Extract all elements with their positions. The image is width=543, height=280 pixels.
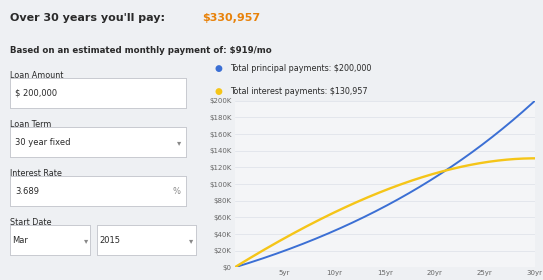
- Text: Start Date: Start Date: [10, 218, 51, 227]
- Text: ●: ●: [214, 87, 223, 96]
- Text: 30 year fixed: 30 year fixed: [15, 137, 71, 147]
- Text: 3.689: 3.689: [15, 186, 39, 196]
- Text: Based on an estimated monthly payment of: $919/mo: Based on an estimated monthly payment of…: [10, 46, 272, 55]
- Text: Over 30 years you'll pay:: Over 30 years you'll pay:: [10, 13, 169, 23]
- Text: Total principal payments: $200,000: Total principal payments: $200,000: [230, 64, 371, 73]
- Text: Total interest payments: $130,957: Total interest payments: $130,957: [230, 87, 367, 96]
- Text: Loan Amount: Loan Amount: [10, 71, 63, 80]
- Text: ▾: ▾: [176, 137, 181, 147]
- Text: 2015: 2015: [99, 235, 121, 245]
- Text: Mar: Mar: [12, 235, 28, 245]
- Text: ●: ●: [214, 64, 223, 73]
- Text: $330,957: $330,957: [202, 13, 260, 23]
- Text: %: %: [173, 186, 181, 196]
- Text: Interest Rate: Interest Rate: [10, 169, 62, 178]
- Text: ▾: ▾: [189, 235, 193, 245]
- Text: $ 200,000: $ 200,000: [15, 88, 57, 98]
- Text: ▾: ▾: [84, 235, 88, 245]
- Text: Loan Term: Loan Term: [10, 120, 51, 129]
